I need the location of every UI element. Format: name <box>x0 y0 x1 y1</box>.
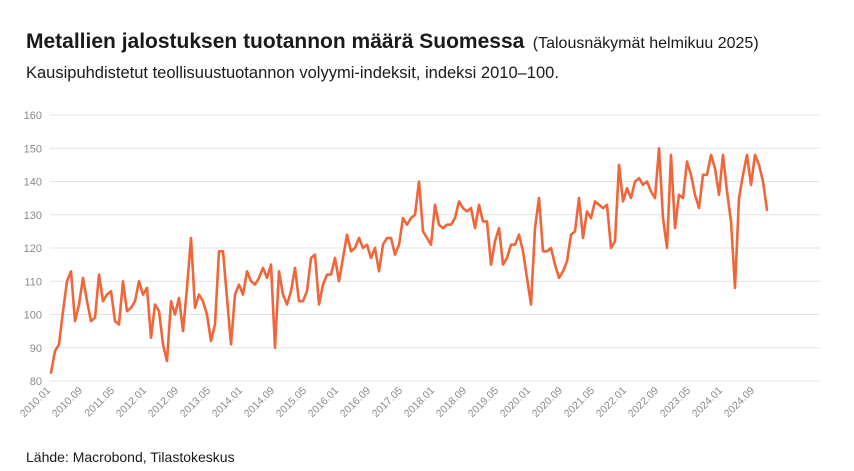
y-axis-ticks: 80 90 100 110 120 130 140 150 160 <box>24 110 42 388</box>
y-tick-label: 90 <box>30 343 42 355</box>
y-tick-label: 120 <box>24 243 42 255</box>
x-tick-label: 2010.01 <box>18 385 53 420</box>
series-group <box>49 147 769 375</box>
title-row: Metallien jalostuksen tuotannon määrä Su… <box>26 30 759 54</box>
x-tick-label: 2012.01 <box>114 385 149 420</box>
x-axis-ticks: 2010.012010.092011.052012.012012.092013.… <box>18 385 757 420</box>
x-tick-label: 2022.09 <box>626 385 661 420</box>
x-tick-label: 2020.01 <box>498 385 533 420</box>
x-tick-label: 2022.01 <box>594 385 629 420</box>
x-tick-label: 2010.09 <box>50 385 85 420</box>
y-tick-label: 80 <box>30 376 42 388</box>
x-tick-label: 2016.09 <box>338 385 373 420</box>
x-tick-label: 2014.09 <box>242 385 277 420</box>
x-tick-label: 2015.05 <box>274 385 309 420</box>
x-tick-label: 2012.09 <box>146 385 181 420</box>
chart-subtitle: Kausipuhdistetut teollisuustuotannon vol… <box>26 64 559 82</box>
x-tick-label: 2024.09 <box>722 385 757 420</box>
x-tick-label: 2013.05 <box>178 385 213 420</box>
y-tick-label: 110 <box>24 276 42 288</box>
x-tick-label: 2024.01 <box>690 385 725 420</box>
series-line <box>49 147 769 375</box>
line-chart: 80 90 100 110 120 130 140 150 160 2010.012010.09… <box>18 110 820 420</box>
y-tick-label: 100 <box>24 310 42 322</box>
y-tick-label: 130 <box>24 210 42 222</box>
source-note: Lähde: Macrobond, Tilastokeskus <box>26 449 235 465</box>
chart-title-note: (Talousnäkymät helmikuu 2025) <box>532 35 759 52</box>
x-tick-label: 2023.05 <box>658 385 693 420</box>
x-tick-label: 2017.05 <box>370 385 405 420</box>
x-tick-label: 2011.05 <box>82 385 117 420</box>
x-tick-label: 2020.09 <box>530 385 565 420</box>
x-tick-label: 2019.05 <box>466 385 501 420</box>
x-tick-label: 2014.01 <box>210 385 245 420</box>
x-tick-label: 2021.05 <box>562 385 597 420</box>
chart-title: Metallien jalostuksen tuotannon määrä Su… <box>26 30 525 53</box>
y-tick-label: 160 <box>24 110 42 122</box>
x-tick-label: 2018.01 <box>402 385 437 420</box>
x-tick-label: 2018.09 <box>434 385 469 420</box>
grid-lines <box>50 114 820 382</box>
y-tick-label: 140 <box>24 177 42 189</box>
y-tick-label: 150 <box>24 143 42 155</box>
x-tick-label: 2016.01 <box>306 385 341 420</box>
